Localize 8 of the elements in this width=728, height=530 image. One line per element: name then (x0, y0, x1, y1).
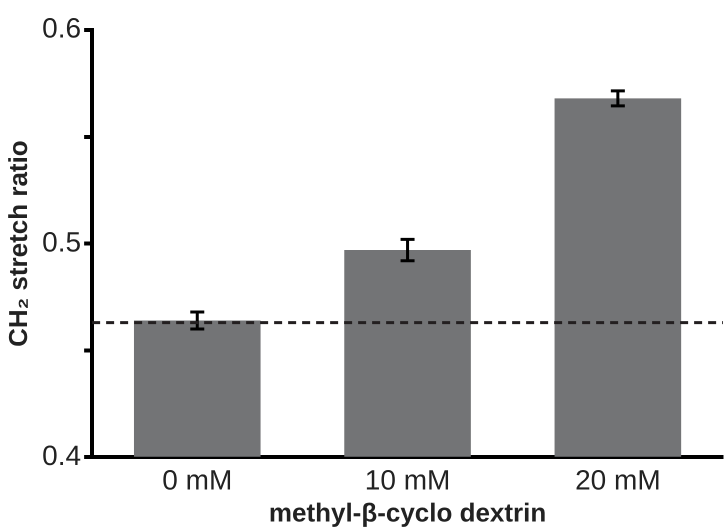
y-axis-title: CH₂ stretch ratio (2, 140, 33, 347)
x-tick-label: 20 mM (575, 464, 661, 496)
y-tick-label: 0.5 (42, 226, 82, 258)
x-tick-label: 0 mM (162, 464, 232, 496)
y-tick-label: 0.4 (42, 440, 82, 471)
x-tick-label: 10 mM (364, 464, 450, 496)
x-axis-title: methyl-β-cyclo dextrin (268, 498, 546, 528)
y-tick-label: 0.6 (42, 12, 82, 44)
